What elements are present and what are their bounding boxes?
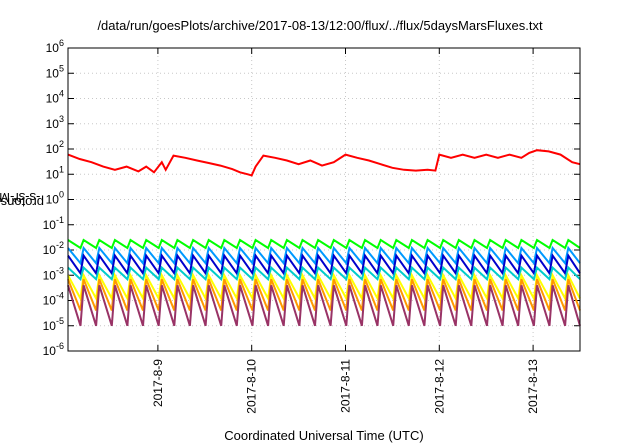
x-tick-label: 2017-8-10 — [245, 359, 259, 414]
y-tick-label: 10-4 — [43, 291, 64, 308]
y-tick-label: 10-6 — [43, 341, 64, 358]
chart-title: /data/run/goesPlots/archive/2017-08-13/1… — [97, 18, 543, 33]
x-tick-labels: 2017-8-9 2017-8-10 2017-8-11 2017-8-12 2017-… — [151, 359, 540, 414]
plot-frame — [67, 47, 581, 352]
x-tick-label: 2017-8-11 — [338, 359, 352, 413]
series-line — [67, 265, 581, 282]
y-tick-label: 105 — [46, 63, 64, 80]
series-lines — [67, 149, 581, 327]
series-line — [67, 245, 581, 266]
series-line — [67, 149, 581, 177]
y-tick-label: 100 — [46, 190, 64, 207]
series-line — [67, 238, 581, 250]
y-tick-label: 10-5 — [43, 316, 64, 333]
y-tick-label: 10-2 — [43, 240, 64, 257]
y-tick-label: 10-1 — [43, 215, 64, 232]
y-tick-label: 10-3 — [43, 265, 64, 282]
series-line — [67, 285, 581, 327]
y-tick-label: 103 — [46, 114, 64, 131]
x-tick-label: 2017-8-9 — [151, 359, 165, 407]
y-tick-label: 104 — [46, 89, 64, 106]
series-line — [67, 271, 581, 302]
y-tick-label: 106 — [46, 38, 64, 55]
series-line — [67, 278, 581, 311]
y-tick-label: 101 — [46, 164, 64, 181]
x-axis-label: Coordinated Universal Time (UTC) — [224, 428, 424, 443]
series-line — [67, 252, 581, 276]
y-tick-label: 102 — [46, 139, 64, 156]
x-tick-label: 2017-8-12 — [432, 359, 446, 414]
y-tick-labels: 10-6 10-5 10-4 10-3 10-2 10-1 100 101 102 103 104 1… — [43, 38, 64, 358]
x-tick-label: 2017-8-13 — [526, 359, 540, 414]
grid-lines — [68, 47, 580, 352]
